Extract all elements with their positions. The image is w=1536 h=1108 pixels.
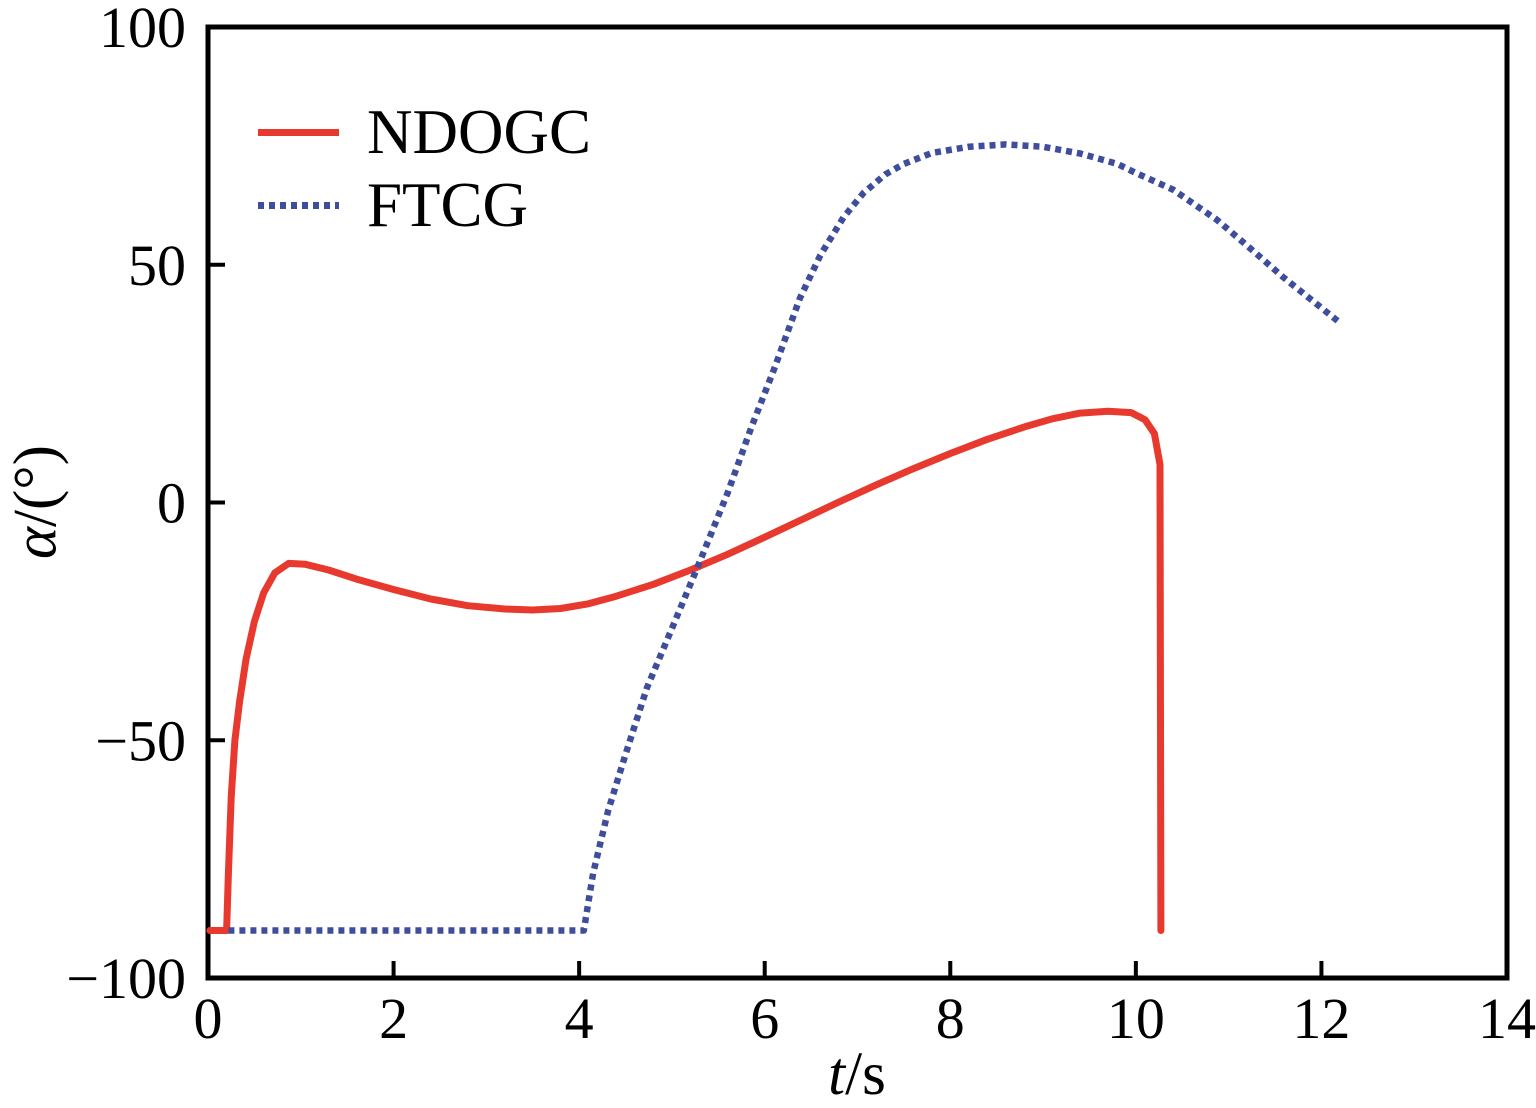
legend: NDOGC FTCG <box>258 96 591 242</box>
x-tick-label: 0 <box>194 986 223 1051</box>
x-tick-label: 2 <box>379 986 408 1051</box>
legend-line-ftcg <box>258 202 339 209</box>
x-tick-label: 14 <box>1478 986 1536 1051</box>
y-tick-label: 0 <box>157 471 186 536</box>
y-axis-title: α/(°) <box>6 445 67 559</box>
x-axis-title: t/s <box>828 1044 886 1105</box>
y-tick-label: −50 <box>95 708 186 773</box>
y-axis-title-unit: /(°) <box>3 445 70 527</box>
y-tick-label: 100 <box>99 0 186 60</box>
legend-label-ftcg: FTCG <box>367 174 528 237</box>
y-axis-title-symbol: α <box>3 527 70 559</box>
y-tick-label: −100 <box>66 946 186 1011</box>
x-tick-label: 8 <box>936 986 965 1051</box>
x-tick-label: 4 <box>565 986 594 1051</box>
x-axis-title-symbol: t <box>828 1041 845 1108</box>
series-ftcg-line <box>228 144 1340 930</box>
x-axis: 0 2 4 6 8 10 12 14 <box>194 961 1536 1051</box>
legend-item-ftcg: FTCG <box>258 169 591 242</box>
legend-line-ndogc <box>258 129 339 136</box>
x-tick-label: 10 <box>1107 986 1165 1051</box>
y-axis: −100 −50 0 50 100 <box>66 0 225 1011</box>
series-ndogc-line <box>210 411 1161 930</box>
legend-item-ndogc: NDOGC <box>258 96 591 169</box>
y-tick-label: 50 <box>128 233 186 298</box>
x-tick-label: 12 <box>1292 986 1350 1051</box>
x-axis-title-unit: /s <box>845 1041 886 1108</box>
x-tick-label: 6 <box>750 986 779 1051</box>
legend-label-ndogc: NDOGC <box>367 101 591 164</box>
